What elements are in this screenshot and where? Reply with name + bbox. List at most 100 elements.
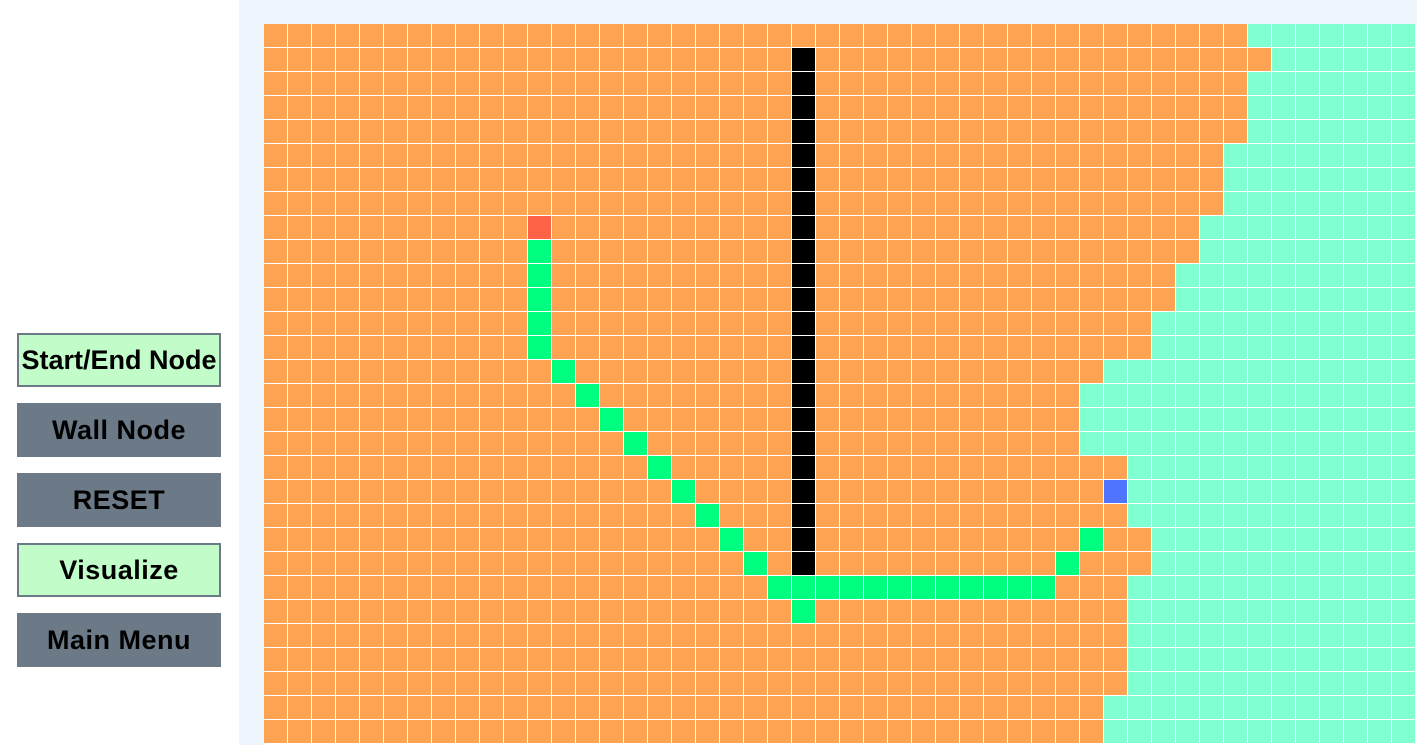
grid-cell-visited[interactable] <box>1152 192 1175 215</box>
grid-cell-unvisited[interactable] <box>1152 384 1175 407</box>
grid-cell-unvisited[interactable] <box>1296 312 1319 335</box>
grid-cell-unvisited[interactable] <box>1368 576 1391 599</box>
grid-cell-unvisited[interactable] <box>1224 168 1247 191</box>
grid-cell-visited[interactable] <box>912 312 935 335</box>
grid-cell-visited[interactable] <box>600 192 623 215</box>
grid-cell-visited[interactable] <box>384 408 407 431</box>
grid-cell-visited[interactable] <box>720 48 743 71</box>
grid-cell-visited[interactable] <box>456 192 479 215</box>
grid-cell-unvisited[interactable] <box>1368 384 1391 407</box>
grid-cell-visited[interactable] <box>1080 192 1103 215</box>
grid-cell-visited[interactable] <box>696 384 719 407</box>
grid-cell-visited[interactable] <box>504 96 527 119</box>
grid-cell-visited[interactable] <box>528 552 551 575</box>
grid-cell-visited[interactable] <box>912 360 935 383</box>
grid-cell-visited[interactable] <box>1224 48 1247 71</box>
grid-cell-unvisited[interactable] <box>1320 528 1343 551</box>
grid-cell-visited[interactable] <box>1056 336 1079 359</box>
grid-cell-unvisited[interactable] <box>1200 312 1223 335</box>
grid-cell-visited[interactable] <box>720 144 743 167</box>
grid-cell-visited[interactable] <box>480 432 503 455</box>
grid-cell-visited[interactable] <box>312 96 335 119</box>
grid-cell-visited[interactable] <box>384 144 407 167</box>
grid-cell-unvisited[interactable] <box>1344 432 1367 455</box>
grid-cell-visited[interactable] <box>456 600 479 623</box>
grid-cell-visited[interactable] <box>1008 672 1031 695</box>
grid-cell-visited[interactable] <box>504 504 527 527</box>
grid-cell-unvisited[interactable] <box>1224 216 1247 239</box>
grid-cell-visited[interactable] <box>936 48 959 71</box>
grid-cell-visited[interactable] <box>408 552 431 575</box>
grid-cell-visited[interactable] <box>384 384 407 407</box>
grid-cell-wall[interactable] <box>792 456 815 479</box>
grid-cell-visited[interactable] <box>552 288 575 311</box>
grid-cell-visited[interactable] <box>504 288 527 311</box>
grid-cell-visited[interactable] <box>960 360 983 383</box>
grid-cell-visited[interactable] <box>576 624 599 647</box>
grid-cell-visited[interactable] <box>672 648 695 671</box>
grid-cell-visited[interactable] <box>840 216 863 239</box>
grid-cell-visited[interactable] <box>984 360 1007 383</box>
grid-cell-visited[interactable] <box>888 504 911 527</box>
grid-cell-visited[interactable] <box>864 168 887 191</box>
grid-cell-visited[interactable] <box>864 408 887 431</box>
grid-cell-visited[interactable] <box>288 528 311 551</box>
grid-cell-visited[interactable] <box>720 240 743 263</box>
grid-cell-unvisited[interactable] <box>1224 528 1247 551</box>
grid-cell-unvisited[interactable] <box>1368 312 1391 335</box>
grid-cell-visited[interactable] <box>576 720 599 743</box>
grid-cell-visited[interactable] <box>912 48 935 71</box>
grid-cell-visited[interactable] <box>696 432 719 455</box>
grid-cell-visited[interactable] <box>1200 96 1223 119</box>
grid-cell-unvisited[interactable] <box>1368 600 1391 623</box>
grid-cell-visited[interactable] <box>648 720 671 743</box>
grid-cell-unvisited[interactable] <box>1224 504 1247 527</box>
grid-cell-visited[interactable] <box>1032 624 1055 647</box>
grid-cell-visited[interactable] <box>912 480 935 503</box>
grid-cell-visited[interactable] <box>816 144 839 167</box>
grid-cell-visited[interactable] <box>576 216 599 239</box>
grid-cell-unvisited[interactable] <box>1344 192 1367 215</box>
grid-cell-visited[interactable] <box>312 552 335 575</box>
grid-cell-visited[interactable] <box>672 504 695 527</box>
grid-cell-visited[interactable] <box>672 552 695 575</box>
grid-cell-unvisited[interactable] <box>1296 168 1319 191</box>
grid-cell-visited[interactable] <box>288 288 311 311</box>
grid-cell-visited[interactable] <box>1080 264 1103 287</box>
grid-cell-visited[interactable] <box>1032 672 1055 695</box>
grid-cell-unvisited[interactable] <box>1392 600 1415 623</box>
grid-cell-visited[interactable] <box>408 168 431 191</box>
grid-cell-unvisited[interactable] <box>1392 432 1415 455</box>
grid-cell-visited[interactable] <box>864 192 887 215</box>
grid-cell-visited[interactable] <box>432 168 455 191</box>
grid-cell-visited[interactable] <box>624 48 647 71</box>
grid-cell-unvisited[interactable] <box>1152 576 1175 599</box>
grid-cell-unvisited[interactable] <box>1152 408 1175 431</box>
grid-cell-visited[interactable] <box>888 360 911 383</box>
grid-cell-visited[interactable] <box>816 432 839 455</box>
grid-cell-visited[interactable] <box>912 720 935 743</box>
grid-cell-visited[interactable] <box>480 504 503 527</box>
grid-cell-unvisited[interactable] <box>1344 552 1367 575</box>
grid-cell-visited[interactable] <box>504 432 527 455</box>
grid-cell-visited[interactable] <box>840 504 863 527</box>
grid-cell-visited[interactable] <box>720 360 743 383</box>
grid-cell-visited[interactable] <box>960 672 983 695</box>
grid-cell-visited[interactable] <box>672 600 695 623</box>
grid-cell-visited[interactable] <box>432 216 455 239</box>
grid-cell-visited[interactable] <box>696 72 719 95</box>
grid-cell-visited[interactable] <box>1008 336 1031 359</box>
grid-cell-visited[interactable] <box>576 600 599 623</box>
grid-cell-path[interactable] <box>840 576 863 599</box>
grid-cell-unvisited[interactable] <box>1128 384 1151 407</box>
grid-cell-visited[interactable] <box>528 384 551 407</box>
grid-cell-visited[interactable] <box>384 480 407 503</box>
grid-cell-visited[interactable] <box>960 336 983 359</box>
grid-cell-visited[interactable] <box>744 480 767 503</box>
grid-cell-visited[interactable] <box>1224 72 1247 95</box>
grid-cell-visited[interactable] <box>456 672 479 695</box>
grid-cell-visited[interactable] <box>600 336 623 359</box>
grid-cell-visited[interactable] <box>960 624 983 647</box>
grid-cell-path[interactable] <box>960 576 983 599</box>
grid-cell-visited[interactable] <box>480 72 503 95</box>
